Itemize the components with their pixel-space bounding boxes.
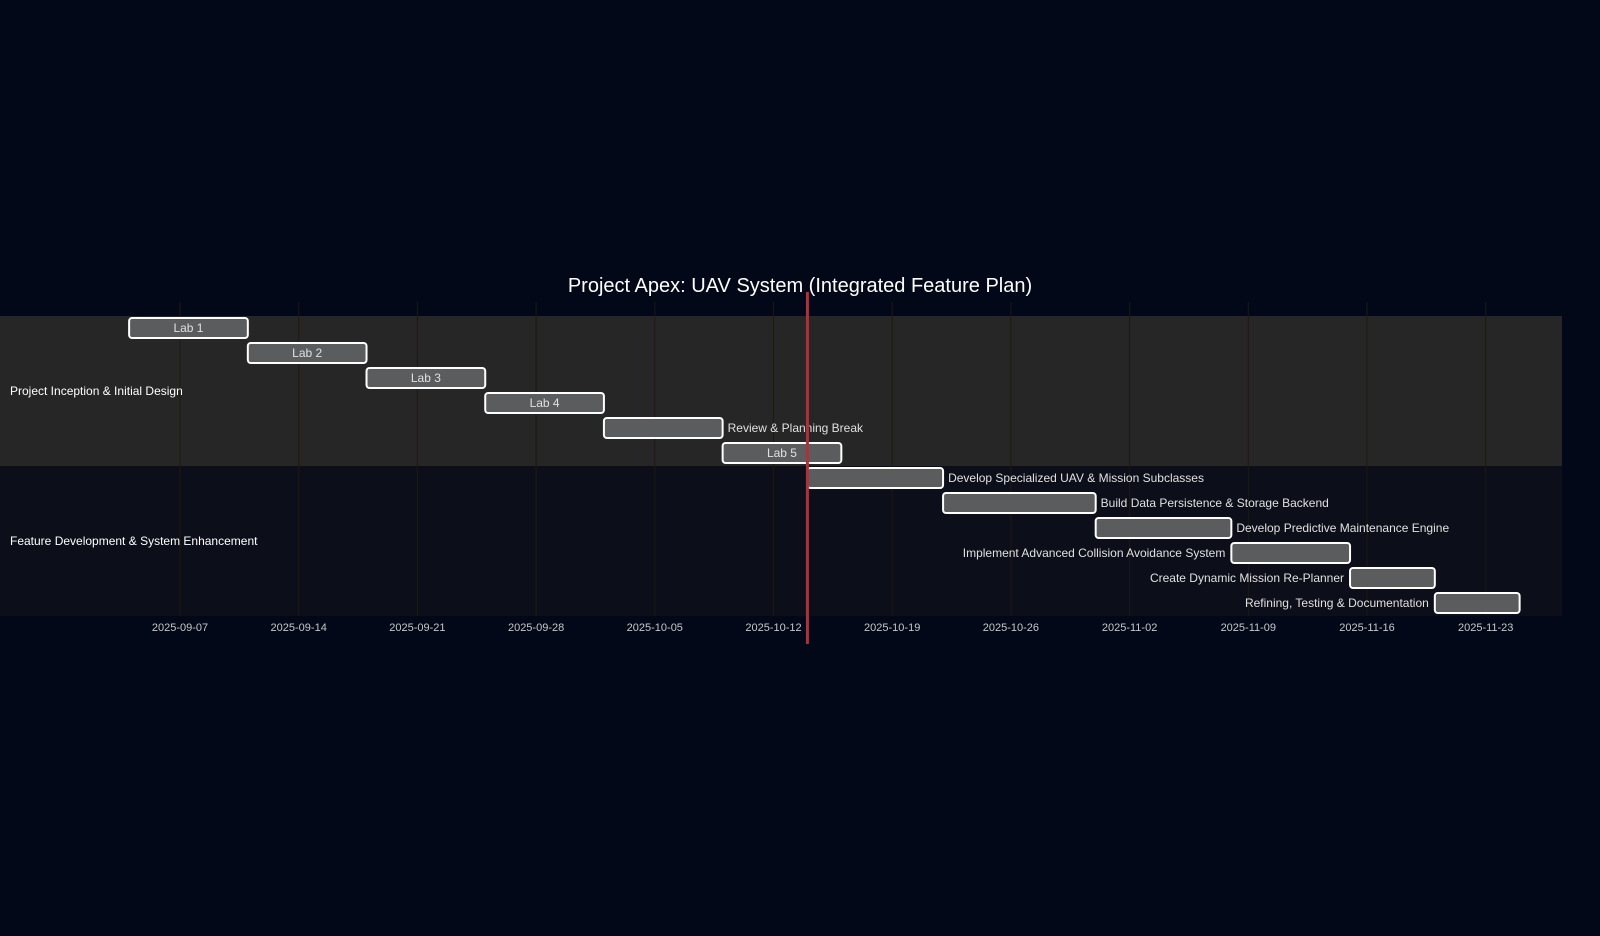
task-bar bbox=[246, 342, 368, 364]
task-bar bbox=[602, 417, 724, 439]
task-bar bbox=[484, 392, 605, 414]
tick-label: 2025-11-02 bbox=[1102, 622, 1157, 634]
task-bar bbox=[721, 442, 843, 464]
tick-label: 2025-11-23 bbox=[1458, 622, 1513, 634]
task-labels: Lab 1 Lab 2 Lab 3 Lab 4 Review & Planning Br… bbox=[173, 321, 1449, 610]
tick-label: 2025-10-19 bbox=[864, 622, 920, 634]
task-label: Lab 1 bbox=[173, 321, 203, 335]
task-label: Build Data Persistence & Storage Backend bbox=[1101, 496, 1329, 510]
tick-label: 2025-11-16 bbox=[1339, 622, 1394, 634]
task-label: Lab 5 bbox=[767, 446, 797, 460]
task-bar bbox=[806, 467, 945, 489]
task-label: Review & Planning Break bbox=[728, 421, 864, 435]
tick-label: 2025-09-14 bbox=[271, 622, 327, 634]
section-label: Feature Development & System Enhancement bbox=[10, 534, 258, 548]
task-label: Develop Predictive Maintenance Engine bbox=[1236, 521, 1449, 535]
tick-label: 2025-10-12 bbox=[745, 622, 801, 634]
task-label: Refining, Testing & Documentation bbox=[1245, 596, 1429, 610]
section-bands bbox=[0, 316, 1562, 616]
task-label: Lab 4 bbox=[530, 396, 560, 410]
task-label: Create Dynamic Mission Re-Planner bbox=[1150, 571, 1344, 585]
task-bars bbox=[128, 317, 1521, 614]
task-label: Develop Specialized UAV & Mission Subcla… bbox=[948, 471, 1204, 485]
tick-label: 2025-09-28 bbox=[508, 622, 564, 634]
grid-lines bbox=[179, 302, 1487, 616]
task-label: Lab 3 bbox=[411, 371, 441, 385]
task-label: Implement Advanced Collision Avoidance S… bbox=[963, 546, 1226, 560]
task-bar bbox=[365, 367, 487, 389]
section-labels: Project Inception & Initial Design Featur… bbox=[10, 384, 258, 548]
task-bar bbox=[1094, 517, 1233, 539]
section-label: Project Inception & Initial Design bbox=[10, 384, 183, 398]
task-bar bbox=[1349, 567, 1436, 589]
tick-label: 2025-10-26 bbox=[983, 622, 1039, 634]
tick-label: 2025-11-09 bbox=[1221, 622, 1276, 634]
tick-label: 2025-09-07 bbox=[152, 622, 208, 634]
x-axis-ticks: 2025-09-07 2025-09-14 2025-09-21 2025-09-28… bbox=[152, 622, 1514, 634]
task-bar bbox=[942, 492, 1097, 514]
task-bar bbox=[128, 317, 249, 339]
task-label: Lab 2 bbox=[292, 346, 322, 360]
task-bar bbox=[1433, 592, 1521, 614]
tick-label: 2025-09-21 bbox=[389, 622, 445, 634]
section-band bbox=[0, 466, 1562, 616]
section-band bbox=[0, 316, 1562, 466]
tick-label: 2025-10-05 bbox=[627, 622, 683, 634]
chart-title: Project Apex: UAV System (Integrated Fea… bbox=[568, 275, 1032, 297]
task-bar bbox=[1230, 542, 1352, 564]
